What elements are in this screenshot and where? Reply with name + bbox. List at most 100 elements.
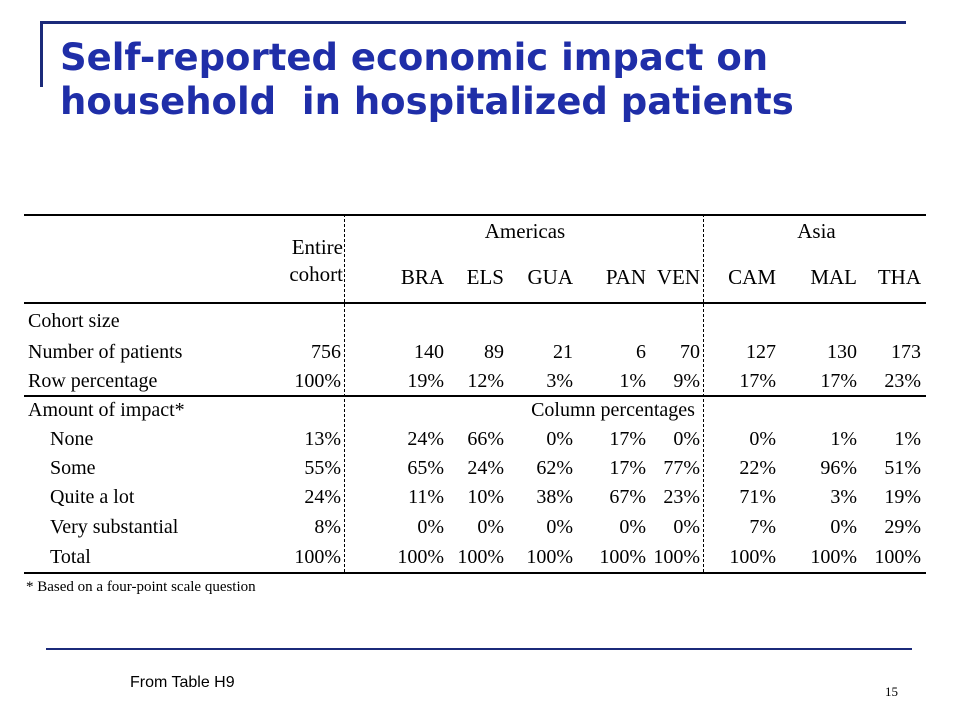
table-cell: 21 <box>553 341 573 363</box>
table-cell: 0% <box>749 428 776 450</box>
section-label-amount-of-impact: Amount of impact* <box>28 399 185 421</box>
table-cell: 65% <box>407 457 444 479</box>
bottom-rule <box>46 648 912 650</box>
table-cell: 23% <box>884 370 921 392</box>
table-cell: 77% <box>663 457 700 479</box>
table-cell: 19% <box>407 370 444 392</box>
table-cell: 100% <box>397 546 444 568</box>
table-cell: 130 <box>827 341 857 363</box>
country-header-bra: BRA <box>400 265 444 289</box>
table-cell: 55% <box>304 457 341 479</box>
table-top-rule <box>24 214 926 216</box>
country-header-mal: MAL <box>810 265 857 289</box>
table-cell: 96% <box>820 457 857 479</box>
table-footnote: * Based on a four-point scale question <box>26 579 256 595</box>
table-cell: 3% <box>546 370 573 392</box>
table-cell: 51% <box>884 457 921 479</box>
entire-header-line1: Entire <box>291 235 343 259</box>
table-cell: 100% <box>599 546 646 568</box>
country-header-pan: PAN <box>605 265 646 289</box>
table-cell: 100% <box>810 546 857 568</box>
table-cell: 10% <box>467 486 504 508</box>
section-rule <box>24 395 926 397</box>
country-header-ven: VEN <box>656 265 700 289</box>
cohort-separator <box>344 214 345 572</box>
row-label: Total <box>50 546 91 568</box>
table-cell: 100% <box>729 546 776 568</box>
table-cell: 62% <box>536 457 573 479</box>
table-cell: 17% <box>739 370 776 392</box>
table-cell: 24% <box>407 428 444 450</box>
table-cell: 9% <box>673 370 700 392</box>
table-cell: 1% <box>830 428 857 450</box>
table-cell: 0% <box>546 428 573 450</box>
region-separator <box>703 214 704 572</box>
table-cell: 6 <box>636 341 646 363</box>
table-cell: 24% <box>467 457 504 479</box>
row-label: None <box>50 428 94 450</box>
table-cell: 24% <box>304 486 341 508</box>
table-cell: 140 <box>414 341 444 363</box>
entire-header-line2: cohort <box>289 262 343 286</box>
country-header-els: ELS <box>466 265 504 289</box>
table-cell: 0% <box>673 428 700 450</box>
table-cell: 100% <box>457 546 504 568</box>
top-rule <box>40 21 906 24</box>
table-cell: 100% <box>874 546 921 568</box>
table-cell: 100% <box>294 546 341 568</box>
table-cell: 756 <box>311 341 341 363</box>
table-cell: 17% <box>609 457 646 479</box>
table-cell: 0% <box>477 516 504 538</box>
table-cell: 173 <box>891 341 921 363</box>
table-cell: 29% <box>884 516 921 538</box>
table-cell: 0% <box>417 516 444 538</box>
column-percentages-label: Column percentages <box>531 399 695 421</box>
table-cell: 17% <box>609 428 646 450</box>
table-cell: 0% <box>619 516 646 538</box>
slide-title: Self-reported economic impact on househo… <box>60 36 940 124</box>
table-cell: 100% <box>526 546 573 568</box>
page-number: 15 <box>885 684 898 699</box>
table-cell: 1% <box>619 370 646 392</box>
row-label: Quite a lot <box>50 486 135 508</box>
table-cell: 13% <box>304 428 341 450</box>
table-cell: 100% <box>653 546 700 568</box>
table-cell: 8% <box>314 516 341 538</box>
country-header-gua: GUA <box>527 265 574 289</box>
table-cell: 7% <box>749 516 776 538</box>
row-label: Very substantial <box>50 516 179 538</box>
table-cell: 127 <box>746 341 776 363</box>
table-cell: 3% <box>830 486 857 508</box>
table-cell: 89 <box>484 341 504 363</box>
table-cell: 17% <box>820 370 857 392</box>
title-line-1: Self-reported economic impact on <box>60 36 769 79</box>
table-cell: 23% <box>663 486 700 508</box>
table-cell: 22% <box>739 457 776 479</box>
table-cell: 19% <box>884 486 921 508</box>
title-line-2: household in hospitalized patients <box>60 80 794 123</box>
table-cell: 11% <box>408 486 444 508</box>
table-cell: 0% <box>830 516 857 538</box>
table-cell: 12% <box>467 370 504 392</box>
section-label-cohort-size: Cohort size <box>28 310 120 332</box>
table-cell: 100% <box>294 370 341 392</box>
row-label: Some <box>50 457 96 479</box>
country-header-tha: THA <box>877 265 921 289</box>
table-cell: 70 <box>680 341 700 363</box>
left-rule <box>40 21 43 87</box>
impact-table: Americas Asia Entire cohort * Based on a… <box>24 214 926 595</box>
table-cell: 67% <box>609 486 646 508</box>
table-cell: 38% <box>536 486 573 508</box>
table-cell: 66% <box>467 428 504 450</box>
americas-header: Americas <box>484 219 566 243</box>
header-rule <box>24 302 926 304</box>
country-header-cam: CAM <box>728 265 776 289</box>
table-cell: 0% <box>673 516 700 538</box>
asia-header: Asia <box>797 219 836 243</box>
row-label: Number of patients <box>28 341 183 363</box>
source-note: From Table H9 <box>130 674 235 691</box>
row-label: Row percentage <box>28 370 158 392</box>
table-cell: 0% <box>546 516 573 538</box>
table-cell: 71% <box>739 486 776 508</box>
table-cell: 1% <box>894 428 921 450</box>
